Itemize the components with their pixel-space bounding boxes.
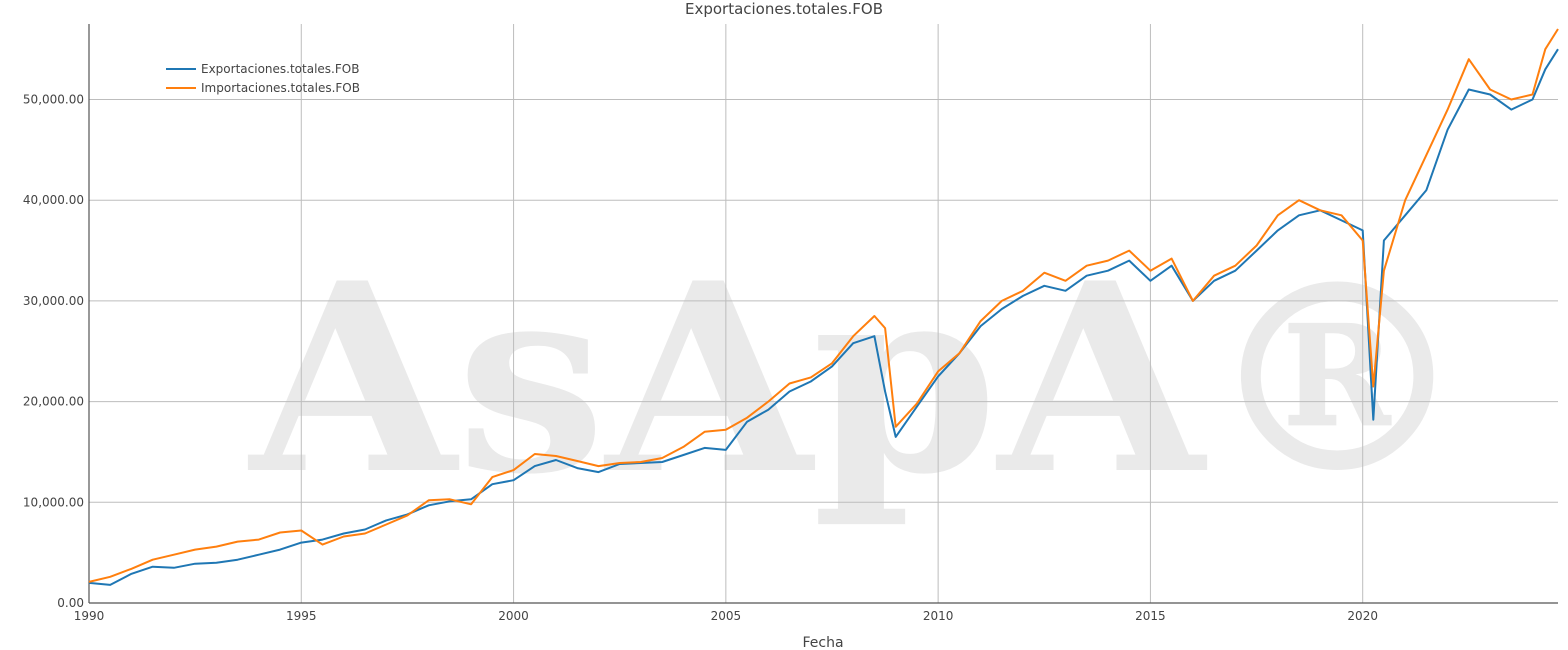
x-tick-label: 2010 xyxy=(923,609,954,623)
y-tick-label: 30,000.00 xyxy=(23,294,84,308)
series-line-importaciones xyxy=(88,28,1559,583)
series-line-exportaciones xyxy=(88,48,1559,586)
grid xyxy=(89,24,1558,603)
series-lines xyxy=(88,28,1559,586)
legend-label-importaciones: Importaciones.totales.FOB xyxy=(201,81,360,95)
legend[interactable]: Exportaciones.totales.FOB Importaciones.… xyxy=(166,62,360,95)
x-tick-label: 1990 xyxy=(74,609,105,623)
y-tick-label: 10,000.00 xyxy=(23,495,84,509)
x-tick-label: 2015 xyxy=(1135,609,1166,623)
legend-label-exportaciones: Exportaciones.totales.FOB xyxy=(201,62,359,76)
y-tick-label: 40,000.00 xyxy=(23,193,84,207)
x-tick-label: 2005 xyxy=(711,609,742,623)
x-tick-label: 2020 xyxy=(1347,609,1378,623)
x-tick-label: 2000 xyxy=(498,609,529,623)
tick-labels: 0.00 10,000.00 20,000.00 30,000.00 40,000.00… xyxy=(23,93,1378,623)
axes xyxy=(88,24,1558,604)
y-tick-label: 50,000.00 xyxy=(23,93,84,107)
chart-title: Exportaciones.totales.FOB xyxy=(685,0,883,18)
y-tick-label: 0.00 xyxy=(57,596,84,610)
x-tick-label: 1995 xyxy=(286,609,317,623)
x-axis-title: Fecha xyxy=(802,635,843,650)
watermark: AsApA® xyxy=(246,227,1470,532)
y-tick-label: 20,000.00 xyxy=(23,395,84,409)
